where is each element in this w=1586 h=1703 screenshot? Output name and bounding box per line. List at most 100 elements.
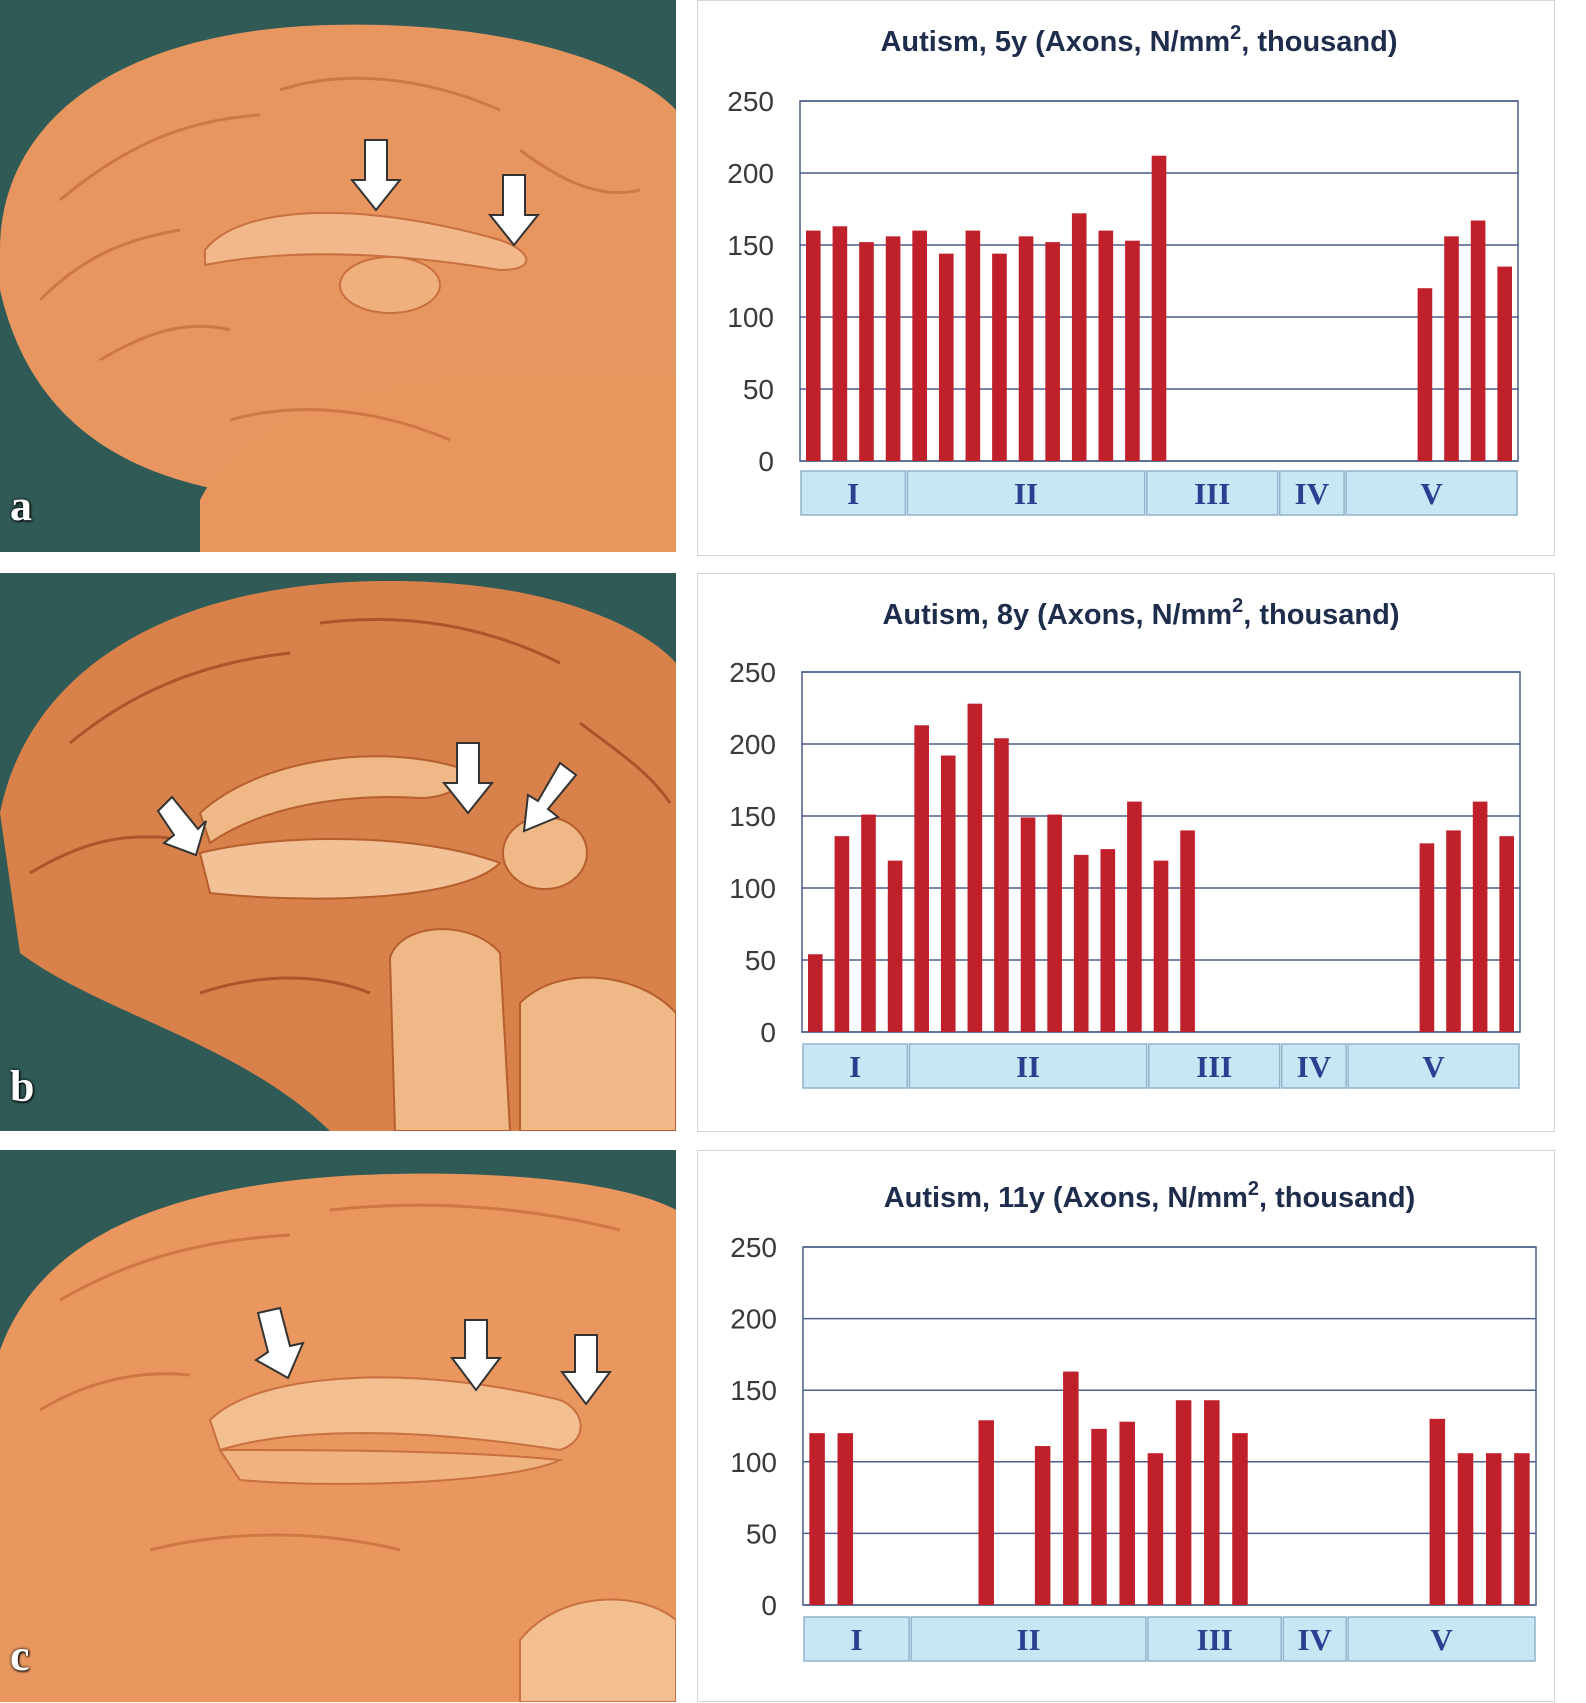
bar (1499, 836, 1515, 1032)
region-label: IV (1297, 1622, 1332, 1657)
region-box (908, 1043, 1148, 1089)
region-label: III (1197, 1622, 1233, 1657)
region-label: I (849, 1049, 861, 1084)
y-tick-label: 0 (761, 1590, 777, 1621)
region-box (803, 1616, 910, 1662)
brain-photo-b: b (0, 573, 676, 1131)
bar (1071, 213, 1087, 461)
brain-photo-a: a (0, 0, 676, 552)
bar (859, 242, 874, 461)
bar (1125, 240, 1140, 461)
y-tick-label: 200 (727, 158, 774, 189)
bar (861, 814, 876, 1032)
region-label: II (1014, 476, 1038, 511)
y-tick-label: 50 (743, 374, 774, 405)
region-box (1282, 1616, 1347, 1662)
bar (940, 755, 956, 1032)
region-label: I (851, 1622, 863, 1657)
chart-title: Autism, 5y (Axons, N/mm2, thousand) (880, 22, 1397, 58)
bar (1446, 830, 1461, 1032)
region-box (1147, 1616, 1283, 1662)
bar (1100, 849, 1116, 1032)
chart-svg: Autism, 11y (Axons, N/mm2, thousand) 0 50 1… (730, 1178, 1537, 1662)
bar (832, 226, 848, 461)
region-label: II (1016, 1049, 1040, 1084)
y-tick-label: 50 (746, 1518, 777, 1549)
bar (1127, 801, 1142, 1032)
bar (1045, 242, 1060, 461)
bar (837, 1433, 854, 1605)
bar (1091, 1428, 1107, 1605)
plot-frame (802, 1246, 1537, 1606)
bar (978, 1420, 995, 1605)
y-tick-label: 150 (730, 1375, 777, 1406)
bar (1472, 801, 1488, 1032)
bar (1034, 1446, 1051, 1605)
y-tick-label: 150 (727, 230, 774, 261)
bar (1417, 288, 1433, 461)
region-box (1280, 1043, 1347, 1089)
chart-svg: Autism, 5y (Axons, N/mm2, thousand) 0 50 10… (727, 22, 1519, 516)
region-label: IV (1297, 1049, 1332, 1084)
bar (992, 253, 1007, 461)
bar (1180, 830, 1195, 1032)
region-label: III (1196, 1049, 1232, 1084)
bar (1514, 1453, 1530, 1605)
region-label: IV (1295, 476, 1330, 511)
panel-letter: c (10, 1631, 30, 1680)
bar (1119, 1421, 1135, 1605)
axon-chart-5y: Autism, 5y (Axons, N/mm2, thousand) 0 50 10… (697, 0, 1555, 556)
arrow-icon (254, 1306, 612, 1406)
chart-title: Autism, 8y (Axons, N/mm2, thousand) (882, 595, 1399, 631)
bar (965, 230, 981, 461)
bar (809, 1433, 825, 1605)
bar (1457, 1453, 1474, 1605)
region-label: V (1430, 1622, 1453, 1657)
region-label: V (1420, 476, 1443, 511)
bar (1497, 266, 1513, 461)
y-tick-label: 100 (730, 1447, 777, 1478)
panel-letter: a (10, 481, 32, 530)
region-label: V (1422, 1049, 1445, 1084)
bar (1151, 155, 1167, 461)
arrow-icon (349, 139, 541, 247)
region-box (906, 470, 1146, 516)
bar (912, 230, 927, 461)
bar (994, 738, 1009, 1032)
bar (805, 230, 821, 461)
y-tick-label: 250 (730, 1232, 777, 1263)
bar (1063, 1371, 1079, 1605)
chart-title: Autism, 11y (Axons, N/mm2, thousand) (884, 1178, 1416, 1214)
panel-letter: b (10, 1062, 35, 1111)
region-box (1345, 470, 1518, 516)
y-tick-label: 50 (745, 945, 776, 976)
bar (887, 860, 903, 1032)
y-tick-label: 100 (727, 302, 774, 333)
chart-svg: Autism, 8y (Axons, N/mm2, thousand) 0 50 10… (729, 595, 1521, 1089)
region-label: II (1016, 1622, 1040, 1657)
bar (1419, 843, 1435, 1032)
region-box (800, 470, 907, 516)
brain-photo-c: c (0, 1150, 676, 1702)
bar (1485, 1453, 1502, 1605)
axon-chart-11y: Autism, 11y (Axons, N/mm2, thousand) 0 50 1… (697, 1150, 1555, 1702)
bar (1444, 236, 1459, 461)
bar (1047, 814, 1062, 1032)
y-tick-label: 250 (727, 86, 774, 117)
y-tick-label: 200 (729, 729, 776, 760)
y-tick-label: 0 (758, 446, 774, 477)
axon-chart-8y: Autism, 8y (Axons, N/mm2, thousand) 0 50 10… (697, 573, 1555, 1132)
bar (807, 954, 823, 1032)
bar (1073, 854, 1089, 1032)
y-tick-label: 250 (729, 657, 776, 688)
region-box (1278, 470, 1345, 516)
y-tick-label: 0 (760, 1017, 776, 1048)
bar (1470, 220, 1486, 461)
bar (1175, 1400, 1192, 1605)
region-box (1347, 1616, 1536, 1662)
region-box (910, 1616, 1147, 1662)
bar (1153, 860, 1169, 1032)
arrow-icon (156, 742, 578, 857)
region-box (1147, 1043, 1281, 1089)
bar (834, 836, 850, 1032)
